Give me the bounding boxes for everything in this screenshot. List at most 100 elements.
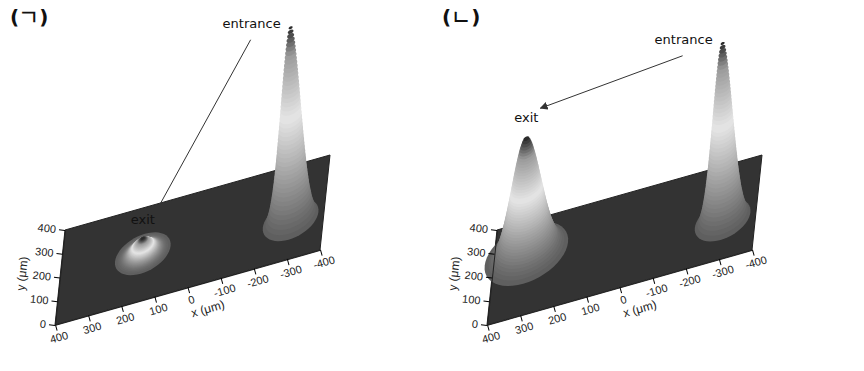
x-tick-label: -300 — [711, 263, 735, 281]
y-tick-mark — [483, 301, 489, 303]
x-tick-mark — [587, 297, 589, 303]
peak-slice — [119, 235, 166, 271]
peak-slice — [115, 232, 171, 275]
peak-slice — [134, 237, 152, 251]
x-tick-mark — [653, 278, 655, 284]
x-tick: -200 — [676, 266, 702, 290]
x-tick: -400 — [310, 247, 336, 271]
peak-slice — [138, 236, 148, 244]
peak-label: entrance — [655, 32, 713, 47]
peak-slice — [125, 237, 161, 264]
peak-slice — [526, 136, 527, 137]
x-tick: -100 — [643, 275, 669, 299]
peak-slice — [131, 237, 154, 255]
peak-slice — [120, 236, 165, 270]
y-tick: 400 — [37, 221, 65, 236]
peak-slice — [124, 237, 161, 265]
peak-slice — [132, 237, 153, 253]
panel: -400-300-200-1000100200300400x (μm)01002… — [442, 5, 772, 359]
x-axis-title: x (μm) — [189, 297, 226, 320]
panel: -400-300-200-1000100200300400x (μm)01002… — [10, 5, 340, 359]
y-tick: 300 — [467, 245, 495, 260]
y-tick: 0 — [471, 317, 487, 331]
y-tick: 300 — [35, 245, 63, 260]
y-tick-mark — [51, 301, 57, 303]
y-axis-title: y (μm) — [13, 256, 31, 292]
y-tick-label: 0 — [39, 317, 46, 330]
y-tick-label: 200 — [464, 269, 484, 283]
peak-slice — [135, 236, 150, 247]
peak-slice — [132, 237, 154, 254]
y-tick-mark — [54, 277, 60, 279]
peak-slice — [722, 39, 723, 40]
peak-slice — [134, 236, 151, 249]
x-tick-label: 400 — [481, 329, 502, 346]
y-tick: 100 — [30, 292, 58, 307]
x-tick-mark — [287, 259, 289, 265]
x-tick-mark — [521, 315, 523, 321]
peak — [263, 24, 319, 242]
x-tick-mark — [320, 250, 322, 256]
figure: -400-300-200-1000100200300400x (μm)01002… — [0, 0, 864, 371]
peak-slice — [123, 237, 162, 267]
peak-slice — [130, 237, 156, 257]
x-axis: -400-300-200-1000100200300400x (μm) — [479, 247, 772, 359]
y-tick-label: 400 — [37, 221, 57, 235]
x-tick-label: 200 — [115, 310, 136, 327]
x-tick-label: -100 — [212, 282, 236, 300]
peak — [485, 136, 568, 286]
y-tick-mark — [59, 229, 65, 231]
y-tick-mark — [49, 324, 55, 326]
x-axis: -400 -300 -200 -100 0 100 200 300 400 x (μm) — [47, 247, 340, 359]
x-tick-label: -300 — [279, 263, 303, 281]
panel-title: (ㄴ) — [442, 5, 480, 29]
y-tick-label: 100 — [462, 292, 482, 306]
peak-slice — [523, 136, 529, 141]
x-tick: 0 — [185, 287, 196, 307]
y-tick-mark — [491, 229, 497, 231]
peak-slice — [121, 236, 164, 269]
y-axis-title: y (μm) — [445, 256, 463, 292]
peak-slice — [139, 236, 147, 242]
x-tick-label: 300 — [514, 320, 535, 337]
x-tick: 100 — [578, 294, 601, 317]
annotation-line — [157, 40, 251, 210]
peak-slice — [134, 236, 151, 249]
peak-slice — [290, 23, 291, 24]
peak-slice — [118, 234, 168, 273]
y-axis: 0 100 200 300 400 y (μm) — [10, 219, 67, 331]
y-tick-mark — [486, 277, 492, 279]
peak-slice — [142, 237, 143, 238]
peak-slice — [136, 236, 149, 246]
peak-label: exit — [131, 212, 155, 227]
peak-slice — [137, 236, 149, 245]
y-axis: 0100200300400y (μm) — [442, 219, 499, 331]
y-tick-label: 0 — [471, 317, 478, 330]
y-tick-label: 300 — [467, 245, 487, 259]
x-tick-mark — [254, 269, 256, 275]
peak-slice — [136, 236, 150, 247]
x-tick: -300 — [709, 256, 735, 280]
x-tick-label: -200 — [245, 272, 269, 290]
x-tick-label: -100 — [644, 282, 668, 300]
x-tick-mark — [155, 297, 157, 303]
x-tick: -300 — [277, 256, 303, 280]
peak-label: entrance — [223, 16, 281, 31]
peak-slice — [124, 237, 162, 266]
peak-slice — [138, 236, 147, 243]
peak-slice — [139, 236, 146, 241]
x-tick-label: -200 — [677, 272, 701, 290]
x-tick-mark — [719, 259, 721, 265]
y-tick: 200 — [464, 269, 492, 284]
peak-label: exit — [514, 110, 538, 125]
peak-slice — [720, 45, 726, 49]
x-tick-mark — [487, 325, 489, 331]
x-tick-label: 100 — [148, 301, 169, 318]
plot-area — [485, 40, 751, 286]
peak — [695, 40, 751, 242]
x-tick-label: -400 — [312, 253, 336, 271]
x-tick-mark — [89, 315, 91, 321]
x-tick-label: 300 — [82, 320, 103, 337]
x-tick-label: 400 — [49, 329, 70, 346]
y-tick: 200 — [32, 269, 60, 284]
